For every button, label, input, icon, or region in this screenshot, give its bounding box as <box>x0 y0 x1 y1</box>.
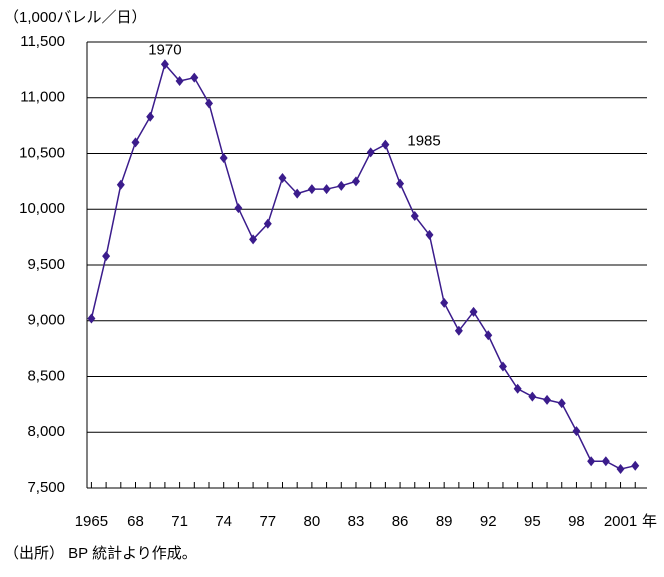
y-tick-label: 7,500 <box>27 479 65 496</box>
marker <box>351 176 360 187</box>
y-tick-label: 9,000 <box>27 312 65 329</box>
marker <box>469 306 478 317</box>
x-tick-label: 98 <box>568 513 585 530</box>
marker <box>131 137 140 148</box>
x-tick-label: 95 <box>524 513 541 530</box>
y-tick-label: 11,000 <box>20 89 65 106</box>
x-tick-label: 89 <box>436 513 453 530</box>
marker <box>454 325 463 336</box>
marker <box>587 456 596 467</box>
marker <box>190 72 199 83</box>
marker <box>175 76 184 87</box>
marker <box>322 184 331 195</box>
marker <box>381 139 390 150</box>
marker <box>219 152 228 163</box>
marker <box>484 330 493 341</box>
x-tick-label: 86 <box>392 513 409 530</box>
marker <box>440 297 449 308</box>
marker <box>366 147 375 158</box>
x-tick-label: 2001 <box>604 513 637 530</box>
marker <box>631 460 640 471</box>
marker <box>160 59 169 70</box>
marker <box>249 234 258 245</box>
marker <box>116 179 125 190</box>
marker <box>410 210 419 221</box>
x-tick-label: 68 <box>127 513 144 530</box>
marker <box>572 426 581 437</box>
marker <box>293 188 302 199</box>
marker <box>425 229 434 240</box>
x-tick-label: 77 <box>259 513 276 530</box>
marker <box>543 394 552 405</box>
marker <box>498 361 507 372</box>
marker <box>307 184 316 195</box>
marker <box>396 178 405 189</box>
marker <box>513 383 522 394</box>
annotation: 1985 <box>407 133 440 150</box>
x-tick-label: 83 <box>348 513 365 530</box>
marker <box>204 98 213 109</box>
line <box>90 62 636 470</box>
marker <box>263 218 272 229</box>
marker <box>146 111 155 122</box>
x-tick-label: 80 <box>304 513 321 530</box>
marker <box>601 456 610 467</box>
y-tick-label: 10,000 <box>19 200 65 217</box>
y-tick-label: 8,500 <box>27 367 65 384</box>
annotation: 1970 <box>148 41 181 58</box>
x-tick-label: 92 <box>480 513 497 530</box>
marker <box>616 464 625 475</box>
marker <box>87 313 96 324</box>
source: （出所） BP 統計より作成。 <box>4 545 197 562</box>
y-tick-label: 10,500 <box>19 144 65 161</box>
x-axis-unit: 年 <box>642 513 657 530</box>
y-axis-label: （1,000バレル／日） <box>4 9 147 26</box>
marker <box>234 203 243 214</box>
x-tick-label: 74 <box>215 513 232 530</box>
x-tick-label: 71 <box>171 513 188 530</box>
y-tick-label: 11,500 <box>20 33 65 50</box>
marker <box>337 180 346 191</box>
y-tick-label: 9,500 <box>27 256 65 273</box>
marker <box>278 173 287 184</box>
y-tick-label: 8,000 <box>27 423 65 440</box>
marker <box>102 251 111 262</box>
marker <box>528 391 537 402</box>
marker <box>557 398 566 409</box>
x-tick-label: 1965 <box>75 513 108 530</box>
